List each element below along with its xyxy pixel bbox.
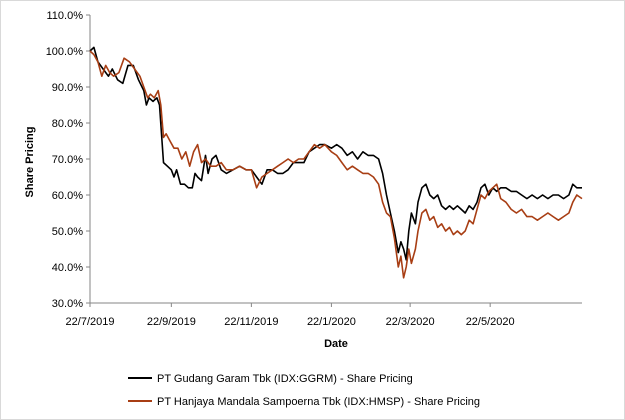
series-line-ggrm bbox=[89, 46, 582, 261]
x-tick-label: 22/11/2019 bbox=[224, 316, 278, 328]
x-axis-title: Date bbox=[324, 338, 348, 350]
y-tick-label: 60.0% bbox=[52, 190, 83, 202]
x-tick-label: 22/9/2019 bbox=[147, 316, 196, 328]
series-line-hmsp bbox=[89, 50, 583, 279]
y-axis-title: Share Pricing bbox=[24, 127, 36, 198]
x-tick-label: 22/3/2020 bbox=[386, 316, 435, 328]
y-tick-label: 100.0% bbox=[46, 46, 84, 58]
legend-label: PT Hanjaya Mandala Sampoerna Tbk (IDX:HM… bbox=[157, 396, 480, 408]
x-tick-label: 22/1/2020 bbox=[307, 316, 356, 328]
y-tick-label: 50.0% bbox=[52, 226, 83, 238]
x-axis: 22/7/2019 22/9/2019 22/11/2019 22/1/2020 22/… bbox=[66, 302, 582, 328]
y-tick-label: 40.0% bbox=[52, 262, 83, 274]
y-tick-label: 90.0% bbox=[52, 82, 83, 94]
y-tick-label: 110.0% bbox=[47, 10, 84, 22]
x-tick-label: 22/7/2019 bbox=[66, 316, 115, 328]
legend-label: PT Gudang Garam Tbk (IDX:GGRM) - Share P… bbox=[157, 373, 413, 385]
x-tick-label: 22/5/2020 bbox=[466, 316, 515, 328]
y-axis: 30.0% 40.0% 50.0% 60.0% 70.0% 80.0% 90.0% 100.0… bbox=[46, 10, 91, 310]
series-lines bbox=[89, 46, 583, 279]
y-tick-label: 30.0% bbox=[52, 298, 83, 310]
legend: PT Gudang Garam Tbk (IDX:GGRM) - Share P… bbox=[128, 373, 480, 408]
y-tick-label: 80.0% bbox=[52, 118, 83, 130]
y-tick-label: 70.0% bbox=[52, 154, 83, 166]
